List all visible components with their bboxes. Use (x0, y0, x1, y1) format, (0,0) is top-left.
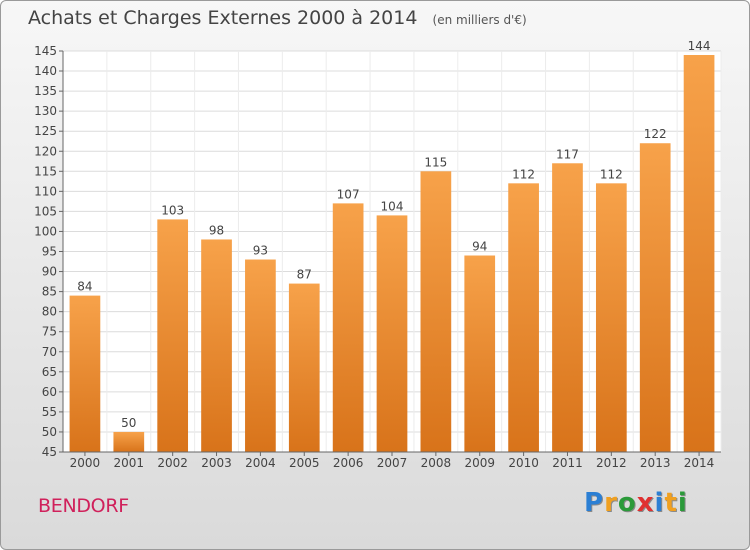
x-tick-label: 2009 (464, 456, 495, 470)
bar-2010 (508, 183, 539, 452)
x-tick-label: 2003 (201, 456, 232, 470)
data-label-2005: 87 (297, 268, 312, 282)
bar-2009 (464, 255, 496, 452)
bar-2001 (113, 431, 145, 452)
bar-2011 (552, 163, 583, 452)
data-label-2011: 117 (556, 147, 579, 161)
bar-2003 (201, 239, 232, 452)
bars (69, 55, 715, 453)
y-tick-label: 55 (42, 405, 57, 419)
proxiti-logo[interactable]: Proxiti (584, 488, 688, 518)
logo-letter: o (617, 488, 637, 518)
x-tick-label: 2010 (508, 456, 539, 470)
y-tick-label: 70 (42, 345, 57, 359)
x-tick-label: 2006 (333, 456, 364, 470)
y-tick-label: 80 (42, 305, 57, 319)
x-tick-label: 2002 (157, 456, 188, 470)
y-tick-label: 110 (34, 184, 57, 198)
data-label-2012: 112 (600, 167, 623, 181)
data-label-2007: 104 (381, 199, 404, 213)
y-tick-label: 75 (42, 325, 57, 339)
y-tick-label: 135 (34, 84, 57, 98)
logo-letter: t (664, 488, 678, 518)
y-tick-label: 130 (34, 104, 57, 118)
y-tick-label: 120 (34, 144, 57, 158)
y-tick-label: 60 (42, 385, 57, 399)
data-label-2000: 84 (77, 280, 92, 294)
bar-2012 (595, 183, 627, 452)
x-tick-label: 2007 (377, 456, 408, 470)
data-labels: 84 50 103 98 93 87 107 104 115 94 112 117 112 122 144 (77, 39, 710, 430)
y-tick-label: 95 (42, 245, 57, 259)
x-tick-label: 2012 (596, 456, 627, 470)
x-tick-label: 2013 (640, 456, 671, 470)
chart-title: Achats et Charges Externes 2000 à 2014 (28, 7, 418, 29)
data-label-2004: 93 (253, 244, 268, 258)
bar-2006 (332, 203, 364, 452)
y-tick-label: 105 (34, 204, 57, 218)
y-tick-label: 125 (34, 124, 57, 138)
data-label-2010: 112 (512, 167, 535, 181)
bar-2004 (245, 259, 276, 452)
y-tick-label: 115 (34, 164, 57, 178)
y-tick-label: 85 (42, 285, 57, 299)
logo-letter: i (654, 488, 665, 518)
y-tick-label: 145 (34, 44, 57, 58)
data-label-2009: 94 (472, 240, 487, 254)
y-tick-label: 100 (34, 224, 57, 238)
y-tick-label: 50 (42, 425, 57, 439)
bar-2013 (639, 143, 671, 453)
bar-2008 (420, 171, 452, 453)
data-label-2014: 144 (688, 39, 711, 53)
axes: 45 50 55 60 65 70 75 80 85 90 95 100 105 110 115 120 125… (34, 44, 721, 470)
x-tick-label: 2000 (70, 456, 101, 470)
bar-2005 (288, 283, 320, 452)
data-label-2003: 98 (209, 223, 224, 237)
x-tick-label: 2014 (684, 456, 715, 470)
data-label-2008: 115 (424, 155, 447, 169)
bar-2002 (157, 219, 189, 452)
x-tick-label: 2011 (552, 456, 583, 470)
x-tick-label: 2004 (245, 456, 276, 470)
bar-2007 (376, 215, 408, 452)
data-label-2001: 50 (121, 416, 136, 430)
data-label-2002: 103 (161, 203, 184, 217)
x-tick-label: 2001 (114, 456, 145, 470)
title-row: Achats et Charges Externes 2000 à 2014 (… (28, 7, 527, 29)
data-label-2013: 122 (644, 127, 667, 141)
y-tick-label: 45 (42, 445, 57, 459)
chart-subtitle: (en milliers d'€) (432, 13, 527, 27)
x-tick-label: 2005 (289, 456, 320, 470)
y-tick-label: 90 (42, 265, 57, 279)
y-tick-label: 140 (34, 64, 57, 78)
x-tick-label: 2008 (421, 456, 452, 470)
bar-2014 (683, 55, 715, 452)
logo-letter: r (604, 488, 618, 518)
logo-letter: i (677, 488, 688, 518)
y-tick-label: 65 (42, 365, 57, 379)
commune-name: BENDORF (38, 495, 129, 517)
bar-2000 (69, 295, 101, 452)
logo-letter: P (584, 488, 605, 518)
data-label-2006: 107 (337, 187, 360, 201)
logo-letter: x (636, 488, 655, 518)
